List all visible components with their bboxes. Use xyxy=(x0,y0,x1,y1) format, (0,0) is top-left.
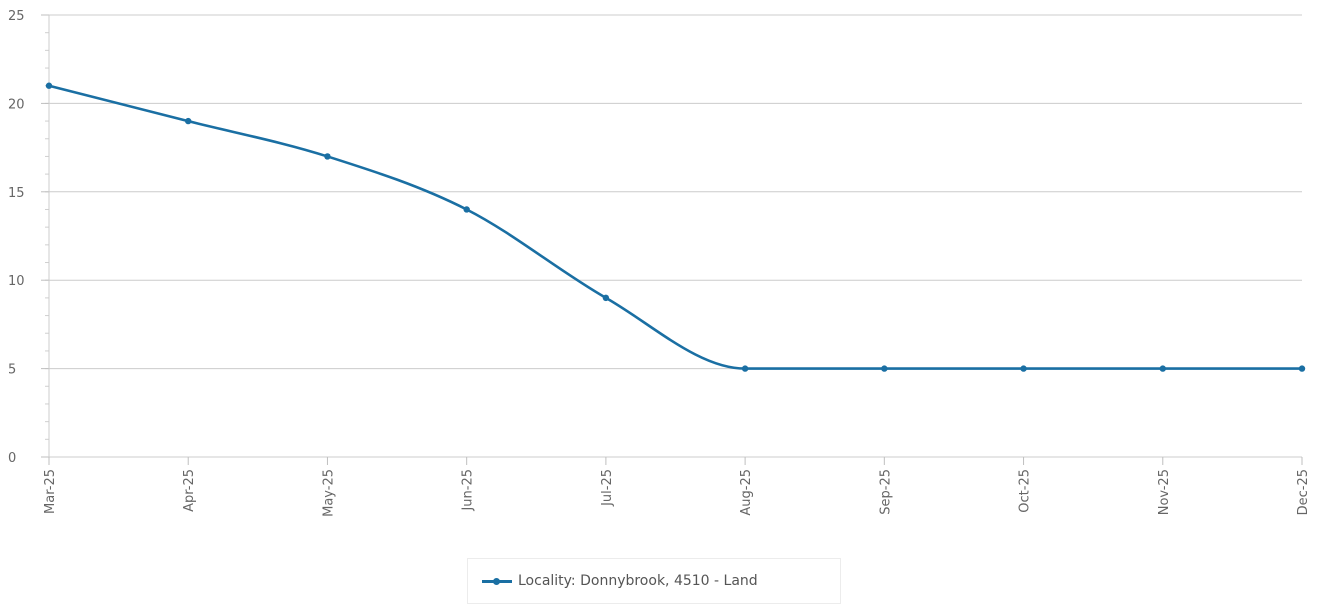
legend[interactable]: Locality: Donnybrook, 4510 - Land xyxy=(467,558,841,604)
x-tick-label: Dec-25 xyxy=(1296,469,1311,515)
y-tick-label: 5 xyxy=(8,363,16,378)
y-tick-label: 20 xyxy=(8,97,25,112)
x-tick-label: May-25 xyxy=(321,469,336,517)
series-line xyxy=(47,84,1304,370)
data-point xyxy=(185,117,192,125)
x-tick-label: Oct-25 xyxy=(1018,469,1033,513)
data-point xyxy=(602,294,610,302)
y-axis: 0 5 10 15 20 25 xyxy=(8,9,50,466)
data-point xyxy=(881,365,888,372)
data-point xyxy=(45,82,53,89)
grid-lines xyxy=(49,14,1302,370)
x-tick-label: Apr-25 xyxy=(182,469,197,512)
x-axis: Mar-25 Apr-25 May-25 Jun-25 Jul-25 Aug-25 Sep-… xyxy=(43,456,1311,517)
legend-line-marker-icon xyxy=(482,575,512,587)
x-tick-label: Aug-25 xyxy=(739,469,754,516)
x-tick-label: Sep-25 xyxy=(878,469,893,515)
data-point xyxy=(1020,365,1027,372)
y-tick-label: 0 xyxy=(8,451,16,466)
y-tick-label: 15 xyxy=(8,186,25,201)
legend-label: Locality: Donnybrook, 4510 - Land xyxy=(518,573,758,589)
x-tick-label: Mar-25 xyxy=(43,469,58,514)
series-layer xyxy=(45,82,1306,372)
data-point xyxy=(1298,365,1306,372)
data-point xyxy=(1159,365,1166,372)
data-point xyxy=(741,365,749,372)
y-tick-label: 25 xyxy=(8,9,25,24)
x-tick-label: Jun-25 xyxy=(461,469,476,512)
data-point xyxy=(463,206,470,213)
y-tick-label: 10 xyxy=(8,274,25,289)
data-point xyxy=(324,153,331,160)
x-tick-label: Nov-25 xyxy=(1157,469,1172,515)
x-tick-label: Jul-25 xyxy=(600,469,615,507)
